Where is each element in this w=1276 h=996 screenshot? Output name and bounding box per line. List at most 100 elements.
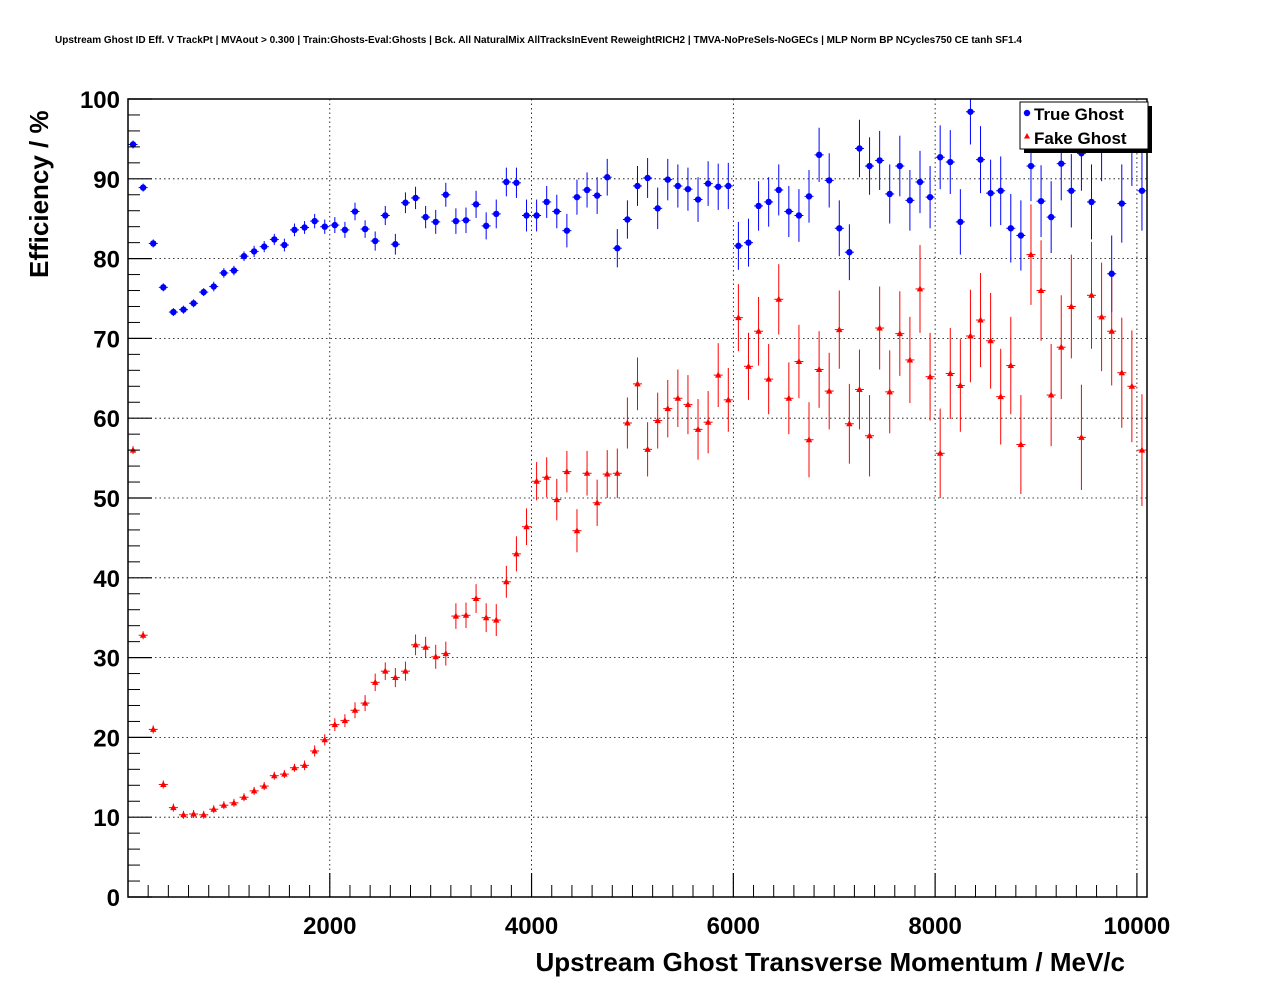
fake-ghost-point — [916, 285, 924, 292]
fake-ghost-point — [856, 385, 863, 392]
fake-ghost-point — [876, 324, 883, 331]
fake-ghost-point — [997, 393, 1004, 400]
true-ghost-point — [543, 198, 550, 206]
fake-ghost-point — [170, 804, 177, 811]
fake-ghost-point — [553, 496, 560, 503]
true-ghost-point — [1037, 197, 1045, 205]
y-axis-label: Efficiency / % — [24, 110, 54, 278]
true-ghost-point — [291, 226, 298, 234]
true-ghost-point — [452, 217, 460, 225]
true-ghost-point — [624, 216, 631, 223]
true-ghost-point — [210, 283, 217, 290]
true-ghost-point — [311, 217, 318, 225]
fake-ghost-point — [634, 380, 641, 387]
true-ghost-point — [301, 224, 308, 231]
fake-ghost-point — [735, 314, 742, 321]
true-ghost-point — [392, 241, 399, 248]
fake-ghost-point — [836, 326, 843, 333]
fake-ghost-point — [795, 358, 803, 365]
legend-label-true-ghost: True Ghost — [1034, 105, 1124, 124]
true-ghost-point — [513, 179, 520, 186]
fake-ghost-point — [654, 417, 661, 424]
fake-ghost-point — [906, 356, 914, 363]
fake-ghost-point — [311, 747, 318, 754]
fake-ghost-point — [503, 578, 510, 585]
true-ghost-point — [654, 205, 661, 212]
fake-ghost-point — [896, 330, 904, 337]
fake-ghost-point — [321, 736, 328, 743]
fake-ghost-point — [261, 782, 268, 789]
true-ghost-point — [725, 182, 732, 190]
true-ghost-point — [775, 186, 782, 194]
true-ghost-point — [805, 193, 813, 200]
true-ghost-point — [220, 269, 228, 277]
true-ghost-point — [1027, 162, 1035, 170]
true-ghost-point — [1017, 232, 1025, 239]
true-ghost-point — [936, 154, 944, 161]
fake-ghost-point — [745, 362, 752, 369]
x-tick-label: 10000 — [1104, 913, 1171, 940]
fake-ghost-point — [442, 650, 450, 657]
true-ghost-point — [735, 242, 742, 250]
true-ghost-point — [1108, 270, 1115, 277]
true-ghost-point — [422, 213, 429, 221]
y-tick-label: 50 — [93, 486, 120, 513]
legend-label-fake-ghost: Fake Ghost — [1034, 129, 1127, 148]
true-ghost-point — [715, 183, 722, 190]
true-ghost-point — [583, 186, 591, 194]
fake-ghost-point — [301, 761, 308, 768]
fake-ghost-point — [644, 445, 651, 452]
fake-ghost-point — [382, 667, 389, 674]
x-tick-label: 6000 — [707, 913, 760, 940]
true-ghost-point — [906, 197, 914, 204]
y-tick-label: 10 — [93, 805, 120, 832]
fake-ghost-point — [775, 295, 782, 302]
y-tick-label: 70 — [93, 326, 120, 353]
fake-ghost-point — [664, 405, 671, 412]
fake-ghost-point — [967, 332, 974, 339]
fake-ghost-point — [604, 470, 611, 477]
true-ghost-point — [493, 210, 500, 218]
fake-ghost-point — [936, 449, 944, 456]
fake-ghost-point — [815, 366, 823, 373]
true-ghost-point — [674, 182, 682, 190]
true-ghost-point — [876, 157, 883, 164]
series-fake-ghost — [128, 204, 1147, 819]
true-ghost-point — [896, 162, 904, 170]
true-ghost-point — [331, 221, 339, 229]
true-ghost-point — [1047, 213, 1055, 221]
true-ghost-point — [523, 212, 530, 219]
fake-ghost-point — [1047, 391, 1055, 398]
fake-ghost-point — [230, 799, 238, 806]
true-ghost-point — [1058, 160, 1065, 167]
true-ghost-point — [170, 308, 177, 316]
true-ghost-point — [644, 174, 651, 182]
y-tick-label: 30 — [93, 646, 120, 673]
true-ghost-point — [341, 226, 349, 234]
x-tick-label: 4000 — [505, 913, 558, 940]
true-ghost-point — [1007, 225, 1014, 232]
true-ghost-point — [856, 145, 863, 152]
true-ghost-point — [614, 245, 621, 252]
true-ghost-point — [382, 212, 389, 219]
true-ghost-point — [412, 194, 419, 202]
true-ghost-point — [1138, 187, 1146, 194]
fake-ghost-point — [432, 653, 439, 660]
true-ghost-point — [442, 191, 450, 198]
fake-ghost-point — [160, 780, 167, 787]
fake-ghost-point — [805, 436, 813, 443]
true-ghost-point — [755, 202, 762, 210]
true-ghost-point — [462, 217, 470, 224]
fake-ghost-point — [1088, 291, 1095, 298]
true-ghost-point — [866, 162, 873, 170]
true-ghost-point — [190, 300, 197, 307]
true-ghost-point — [997, 187, 1004, 194]
true-ghost-point — [482, 222, 490, 230]
fake-ghost-point — [200, 811, 207, 818]
grid-lines — [128, 99, 1147, 897]
x-axis-label: Upstream Ghost Transverse Momentum / MeV… — [535, 947, 1125, 977]
true-ghost-point — [321, 223, 328, 230]
true-ghost-point — [1118, 200, 1125, 207]
true-ghost-point — [371, 237, 379, 245]
true-ghost-point — [947, 158, 954, 166]
